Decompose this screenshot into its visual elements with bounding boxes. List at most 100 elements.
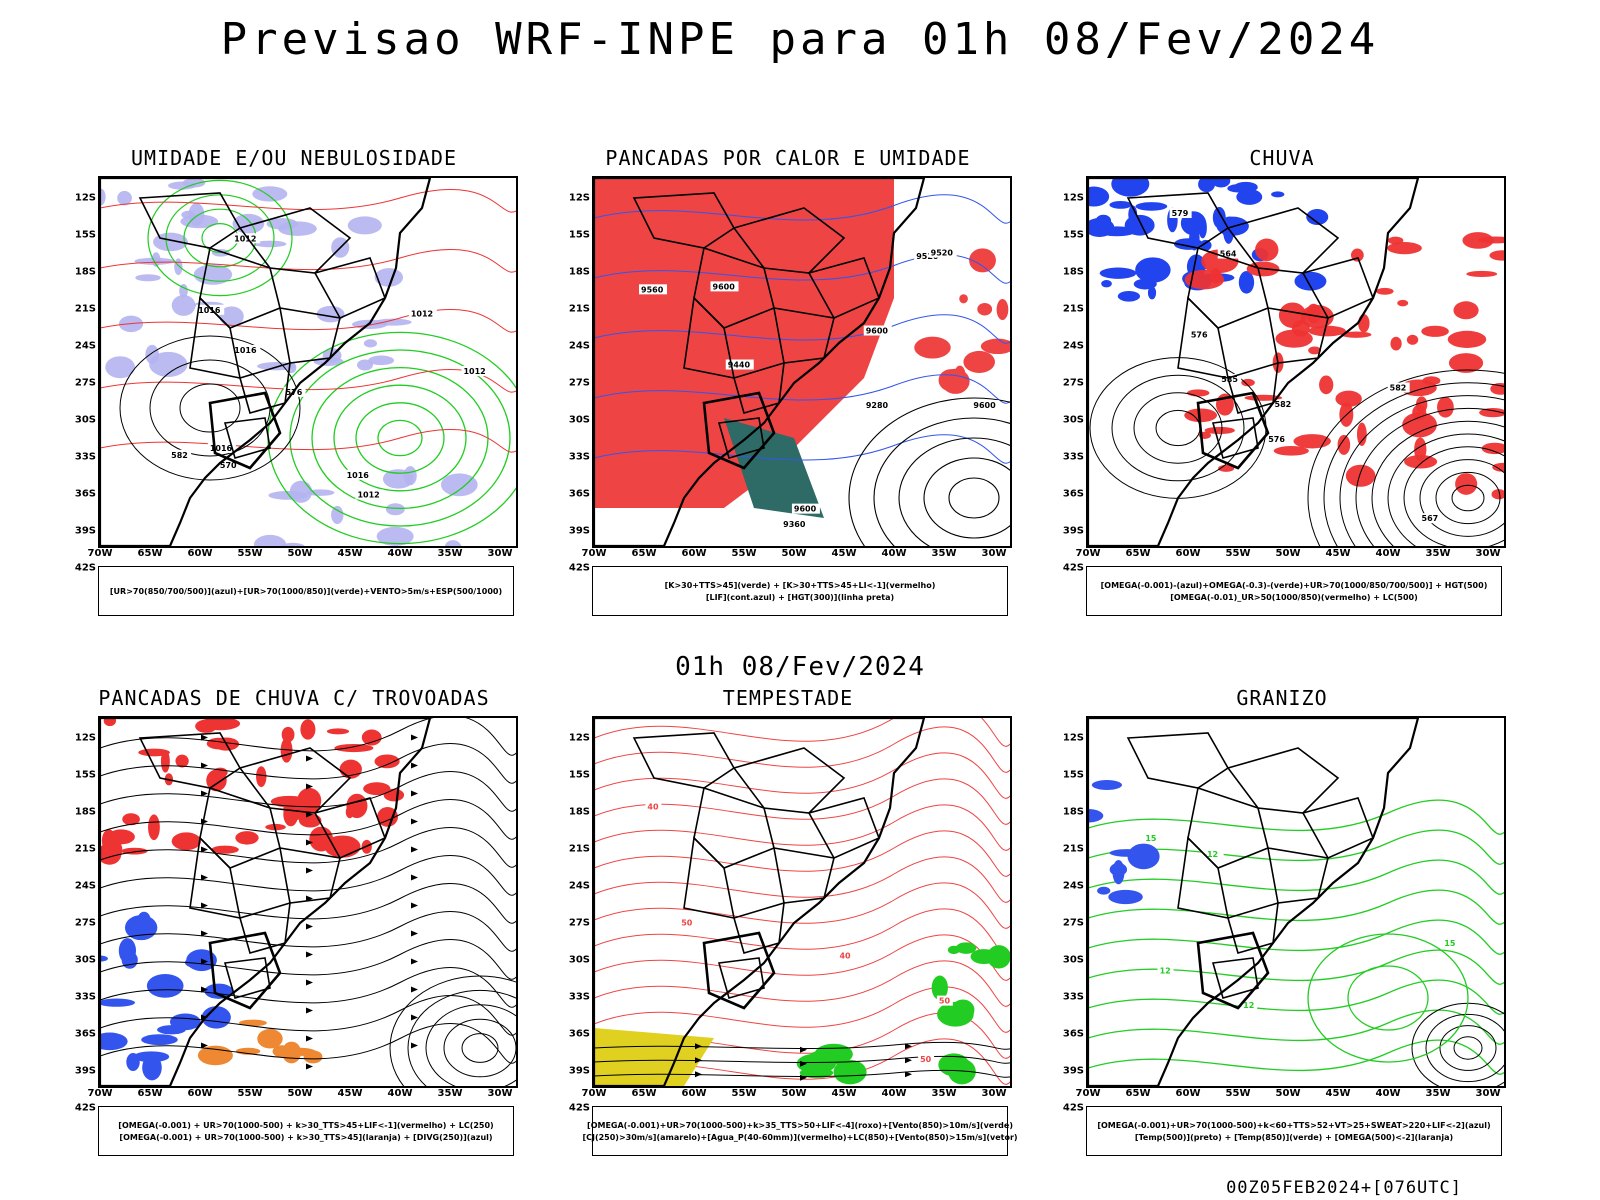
latitude-tick-label: 18S (1062, 266, 1084, 278)
field-patch (1091, 780, 1122, 790)
field-patch (280, 737, 293, 763)
uruguay-border (208, 931, 282, 1010)
field-patch (374, 318, 412, 326)
state-border (138, 732, 242, 789)
latitude-tick-label: 12S (568, 732, 590, 744)
map-panel-pancadas-trovoadas: PANCADAS DE CHUVA C/ TROVOADAS 12S 15S 18S 2… (74, 686, 518, 1166)
streamline (594, 830, 1010, 877)
state-border (1227, 361, 1279, 414)
coastline (594, 718, 926, 1086)
latitude-tick-label: 21S (1062, 843, 1084, 855)
state-border (632, 192, 736, 249)
contour-label: 9520 (931, 249, 954, 258)
flow-arrow (306, 811, 313, 818)
legend-text: [OMEGA(-0.001)+UR>70(1000-500)+k<60+TTS>… (1097, 1120, 1491, 1130)
flow-arrow (411, 986, 418, 993)
uruguay-border (1196, 931, 1270, 1010)
field-patch (1198, 178, 1216, 193)
panel-title: PANCADAS POR CALOR E UMIDADE (605, 146, 971, 170)
field-patch (987, 945, 1010, 969)
section-date-title: 01h 08/Fev/2024 (675, 652, 925, 682)
field-patch (1406, 334, 1419, 345)
streamline (594, 434, 1010, 464)
contour-label: 15 (1145, 834, 1157, 843)
latitude-tick-label: 30S (568, 414, 590, 426)
field-patch (103, 718, 117, 727)
contour-line (1425, 1013, 1504, 1083)
field-patch (931, 975, 948, 1000)
field-patch (1308, 346, 1322, 355)
flow-arrow (201, 734, 208, 741)
latitude-tick-label: 42S (74, 1102, 96, 1114)
map-panel-pancadas-calor: PANCADAS POR CALOR E UMIDADE 9560 9600 9600… (568, 146, 1012, 626)
field-patch (281, 726, 295, 743)
longitude-tick-label: 65W (137, 548, 163, 559)
field-patch (963, 350, 995, 374)
state-border (693, 786, 775, 869)
legend-text: [OMEGA(-0.01)_UR>50(1000/850)(vermelho) … (1170, 592, 1418, 602)
field-patch (160, 750, 170, 773)
contour-label-bg (1272, 399, 1295, 410)
latitude-tick-label: 39S (568, 1065, 590, 1077)
longitude-tick-label: 60W (1175, 548, 1201, 559)
contour-label-bg (207, 443, 236, 454)
field-patch (955, 942, 977, 954)
contour-label-bg (1419, 513, 1442, 524)
longitude-tick-label: 70W (1075, 1088, 1101, 1099)
field-patch (283, 797, 311, 820)
flow-arrow (411, 1042, 418, 1049)
flow-arrow (201, 1042, 208, 1049)
field-patch (195, 719, 217, 733)
field-patch (807, 1050, 838, 1068)
longitude-axis: 70W 65W 60W 55W 50W 45W 40W 35W 30W (582, 1088, 1012, 1102)
field-patch (1097, 886, 1111, 895)
longitude-tick-label: 55W (237, 548, 263, 559)
legend-box: [K>30+TTS>45](verde) + [K>30+TTS>45+LI<-… (592, 566, 1008, 616)
field-patch (1397, 299, 1409, 307)
contour-line (461, 1033, 499, 1063)
streamline (100, 428, 516, 453)
contour-label: 50 (681, 919, 693, 928)
longitude-tick-label: 35W (437, 1088, 463, 1099)
contour-label-bg (679, 917, 696, 928)
field-patch (219, 306, 244, 327)
contour-line (1111, 374, 1245, 482)
contour-line (1371, 420, 1504, 546)
page-title: Previsao WRF-INPE para 01h 08/Fev/2024 (220, 14, 1380, 65)
flow-arrow (411, 902, 418, 909)
state-border (632, 732, 736, 789)
streamline (594, 194, 1010, 224)
latitude-tick-label: 15S (568, 229, 590, 241)
field-patch (1204, 426, 1235, 435)
state-border (1267, 307, 1329, 364)
field-patch (1088, 186, 1110, 207)
latitude-tick-label: 18S (568, 806, 590, 818)
field-patch (374, 754, 400, 769)
latitude-tick-label: 42S (568, 562, 590, 574)
contour-label: 1016 (198, 306, 221, 315)
latitude-tick-label: 42S (74, 562, 96, 574)
state-border (807, 797, 881, 860)
longitude-tick-label: 55W (731, 548, 757, 559)
streamline (100, 368, 516, 393)
longitude-tick-label: 30W (487, 1088, 513, 1099)
legend-box: [OMEGA(-0.001)+UR>70(1000-500)+k>35_TTS>… (582, 1106, 1018, 1156)
contour-label-bg (1217, 248, 1240, 259)
latitude-tick-label: 39S (1062, 1065, 1084, 1077)
latitude-tick-label: 42S (1062, 562, 1084, 574)
contour-line (1347, 965, 1429, 1031)
latitude-tick-label: 24S (74, 880, 96, 892)
field-patch (171, 294, 196, 316)
contour-label: 50 (920, 1055, 932, 1064)
legend-text: [LIF](cont.azul) + [HGT(300)](linha pret… (705, 592, 895, 602)
contour-label: 9560 (641, 285, 664, 294)
state-border (238, 207, 352, 274)
contour-label-bg (1157, 965, 1174, 976)
latitude-tick-label: 18S (74, 266, 96, 278)
streamline (594, 1056, 1010, 1064)
contour-label: 50 (939, 997, 951, 1006)
field-patch (1147, 286, 1157, 300)
field-patch (133, 1051, 170, 1063)
field-patch (148, 814, 160, 841)
contour-label: 1012 (411, 309, 433, 318)
